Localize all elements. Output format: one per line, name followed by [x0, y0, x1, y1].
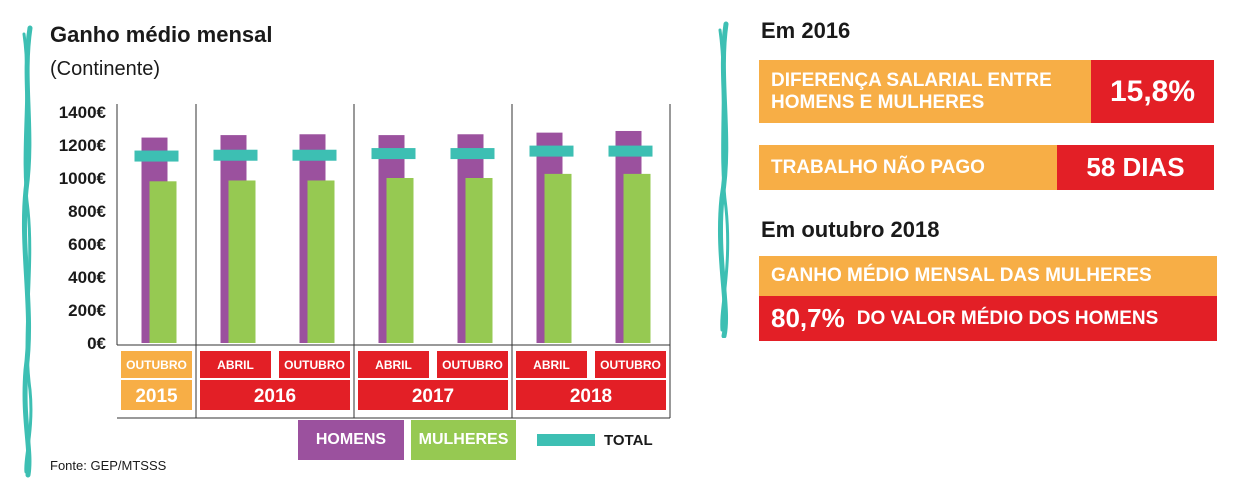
y-tick-label: 1200€ — [59, 136, 107, 155]
decorative-brush-stroke-left — [21, 25, 33, 478]
month-label-box — [516, 351, 587, 378]
month-label: ABRIL — [533, 358, 570, 372]
total-marker — [134, 150, 179, 162]
salary-gap-value: 15,8% — [1091, 60, 1214, 123]
chart-subtitle: (Continente) — [50, 58, 161, 80]
y-tick-label: 800€ — [68, 202, 106, 221]
year-label: 2018 — [570, 386, 612, 407]
year-label-box — [516, 380, 666, 410]
legend-mulheres: MULHERES — [411, 420, 516, 460]
year-label: 2015 — [135, 386, 178, 407]
month-label-box — [437, 351, 508, 378]
women-earnings-ratio: 80,7% DO VALOR MÉDIO DOS HOMENS — [759, 296, 1217, 341]
heading-october-2018: Em outubro 2018 — [761, 217, 940, 242]
women-earnings-label: GANHO MÉDIO MENSAL DAS MULHERES — [759, 256, 1217, 296]
legend-homens-label: HOMENS — [315, 431, 387, 448]
legend-total-label: TOTAL — [604, 432, 653, 449]
year-label-box — [121, 380, 192, 410]
total-marker — [529, 145, 574, 157]
year-label: 2017 — [412, 386, 454, 407]
bar-chart: 1400€ 1200€ 1000€ 800€ 600€ 400€ 200€ 0€ OUTUBRO… — [59, 103, 671, 419]
y-tick-label: 1400€ — [59, 103, 107, 122]
year-label-box — [358, 380, 508, 410]
year-label-box — [200, 380, 350, 410]
women-earnings-value-text: DO VALOR MÉDIO DOS HOMENS — [856, 307, 1159, 329]
stat-unpaid-work: TRABALHO NÃO PAGO 58 DIAS — [759, 145, 1214, 190]
month-label: ABRIL — [217, 358, 254, 372]
y-tick-label: 200€ — [68, 301, 106, 320]
y-tick-label: 600€ — [68, 235, 106, 254]
women-earnings-value: 80,7% — [771, 303, 845, 333]
month-label: OUTUBRO — [126, 358, 187, 372]
source-note: Fonte: GEP/MTSSS — [50, 458, 167, 473]
bar-mulheres — [623, 173, 651, 343]
total-marker — [450, 148, 495, 160]
heading-2016: Em 2016 — [761, 18, 851, 43]
total-marker — [608, 145, 653, 157]
month-label: ABRIL — [375, 358, 412, 372]
month-label: OUTUBRO — [442, 358, 503, 372]
y-tick-label: 400€ — [68, 268, 106, 287]
chart-title: Ganho médio mensal — [50, 22, 273, 47]
bar-mulheres — [149, 181, 177, 343]
month-label-box — [595, 351, 666, 378]
month-label-box — [279, 351, 350, 378]
month-label-box — [121, 351, 192, 378]
y-tick-label: 0€ — [87, 334, 106, 353]
y-tick-label: 1000€ — [59, 169, 107, 188]
legend-mulheres-label: MULHERES — [418, 431, 509, 448]
stat-salary-gap: DIFERENÇA SALARIAL ENTRE HOMENS E MULHER… — [759, 60, 1214, 123]
total-marker — [371, 148, 416, 160]
total-marker — [213, 149, 258, 161]
bar-mulheres — [386, 178, 414, 343]
legend-homens: HOMENS — [298, 420, 404, 460]
decorative-brush-stroke-right — [717, 21, 730, 338]
month-label: OUTUBRO — [600, 358, 661, 372]
legend-total-swatch — [537, 434, 595, 446]
year-label: 2016 — [254, 386, 296, 407]
salary-gap-label: DIFERENÇA SALARIAL ENTRE HOMENS E MULHER… — [759, 60, 1091, 123]
bar-mulheres — [307, 180, 335, 343]
total-marker — [292, 149, 337, 161]
month-label-box — [200, 351, 271, 378]
bar-mulheres — [465, 178, 493, 343]
unpaid-work-label: TRABALHO NÃO PAGO — [759, 145, 1057, 190]
bar-mulheres — [228, 180, 256, 343]
bar-mulheres — [544, 173, 572, 343]
month-label-box — [358, 351, 429, 378]
month-label: OUTUBRO — [284, 358, 345, 372]
unpaid-work-value: 58 DIAS — [1057, 145, 1214, 190]
